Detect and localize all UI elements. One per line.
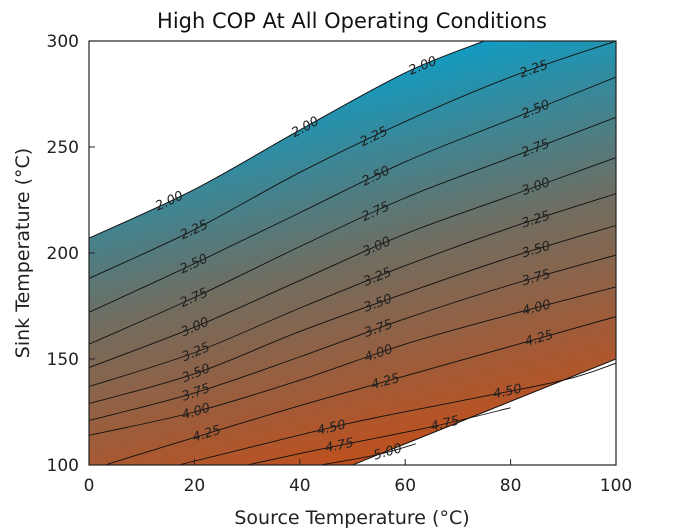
contour-label-4-50-0: 4.50	[316, 417, 348, 438]
x-tick-label-20: 20	[184, 476, 206, 496]
x-axis: 0 20 40 60 80 100	[84, 459, 632, 496]
plot-area: 2.002.002.002.252.252.252.502.502.502.75…	[89, 41, 616, 465]
y-tick-label-250: 250	[47, 138, 79, 158]
contour-line-2-25	[89, 41, 616, 279]
contour-line-3-25	[89, 193, 616, 387]
contour-label-4-75-0: 4.75	[324, 436, 355, 456]
contour-label-4-50-1: 4.50	[492, 382, 523, 402]
chart-title: High COP At All Operating Conditions	[157, 9, 547, 33]
x-tick-label-100: 100	[600, 476, 632, 496]
contour-line-3-75	[89, 254, 616, 421]
y-tick-label-300: 300	[47, 32, 79, 52]
contour-label-4-00-2: 4.00	[521, 297, 553, 319]
contour-lines	[89, 41, 616, 465]
x-tick-label-80: 80	[500, 476, 522, 496]
contour-line-2-50	[89, 76, 616, 313]
x-axis-label: Source Temperature (°C)	[234, 507, 469, 529]
contour-line-3-00	[89, 157, 616, 368]
x-tick-label-0: 0	[84, 476, 95, 496]
contour-line-4-25	[104, 316, 616, 465]
x-tick-label-60: 60	[394, 476, 416, 496]
cop-domain-fill	[89, 41, 616, 465]
contour-label-4-75-1: 4.75	[429, 413, 461, 434]
contour-line-2-75	[89, 116, 616, 345]
y-axis-label: Sink Temperature (°C)	[12, 148, 34, 358]
x-tick-label-40: 40	[289, 476, 311, 496]
y-axis: 100 150 200 250 300	[47, 32, 95, 476]
contour-line-4-50	[178, 362, 616, 465]
contour-line-4-75	[247, 407, 511, 465]
y-tick-label-150: 150	[47, 350, 79, 370]
contour-line-3-50	[89, 225, 616, 404]
y-tick-label-200: 200	[47, 244, 79, 264]
y-tick-label-100: 100	[47, 456, 79, 476]
contour-line-5-00	[320, 443, 416, 465]
contour-line-4-00	[89, 286, 616, 436]
